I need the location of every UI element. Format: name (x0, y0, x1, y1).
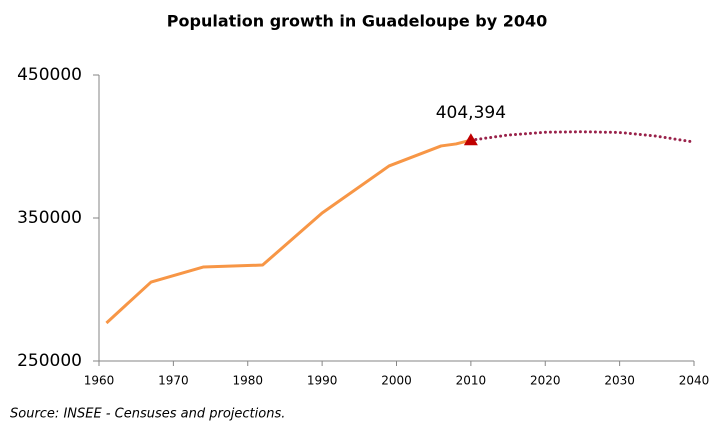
x-tick-label: 2030 (604, 374, 635, 388)
x-tick-label: 2010 (456, 374, 487, 388)
y-tick-label: 350000 (17, 208, 82, 228)
x-tick-label: 1990 (307, 374, 338, 388)
x-tick-label: 2020 (530, 374, 561, 388)
y-tick-label: 450000 (17, 65, 82, 85)
x-tick-label: 1960 (84, 374, 115, 388)
x-tick-label: 2040 (679, 374, 710, 388)
x-tick-label: 1970 (158, 374, 189, 388)
marker (463, 133, 478, 146)
series-line (105, 138, 472, 325)
series-line (469, 130, 696, 144)
chart-title: Population growth in Guadeloupe by 2040 (167, 12, 547, 31)
x-tick-label: 1980 (232, 374, 263, 388)
x-tick-label: 2000 (381, 374, 412, 388)
annotation-label: 404,394 (436, 103, 506, 123)
y-tick-label: 250000 (17, 351, 82, 371)
source-note: Source: INSEE - Censuses and projections… (10, 407, 285, 422)
